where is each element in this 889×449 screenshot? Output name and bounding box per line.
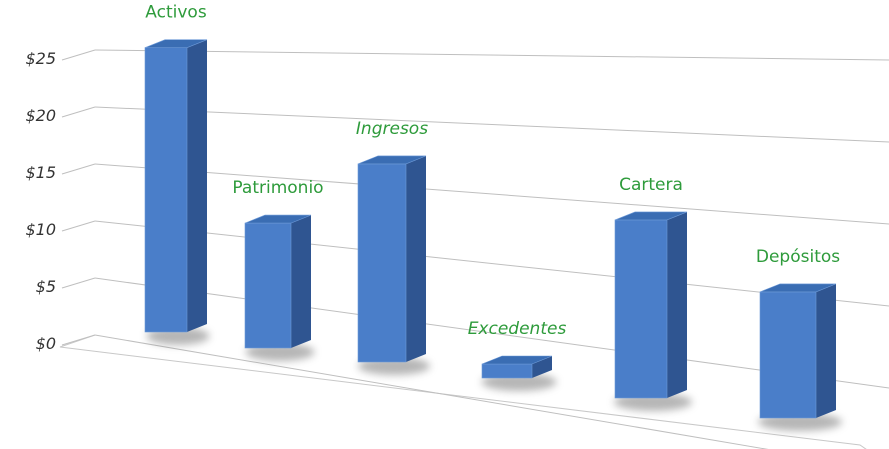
bar-top: [357, 155, 427, 165]
gridline-left-15: [61, 163, 96, 175]
y-tick-label: $15: [25, 163, 56, 182]
y-tick-label: $10: [25, 220, 56, 239]
bar-side: [187, 39, 207, 332]
gridline-left-25: [61, 49, 96, 61]
y-tick-label: $20: [25, 106, 56, 125]
gridline-10: [94, 220, 889, 307]
category-labels: Activos Patrimonio Ingresos Excedentes Carte…: [145, 3, 840, 339]
bar-top: [759, 283, 837, 293]
bar-side: [532, 356, 552, 378]
category-label-patrimonio: Patrimonio: [232, 178, 323, 198]
bar-cartera: [614, 211, 692, 411]
gridline-left-10: [61, 220, 96, 232]
bar-side: [816, 283, 836, 418]
bar-excedentes: [481, 355, 557, 391]
bar-front: [357, 163, 407, 363]
bar-top: [614, 211, 688, 221]
bar-top: [481, 355, 553, 365]
chart-floor: [59, 334, 867, 449]
bars: [144, 39, 842, 431]
bar-front: [614, 219, 668, 399]
gridline-left-20: [61, 106, 96, 118]
category-label-depositos: Depósitos: [756, 247, 840, 267]
bar-side: [406, 155, 426, 362]
bar-front: [759, 291, 817, 419]
bar-top: [244, 214, 312, 224]
y-tick-label: $25: [25, 49, 56, 68]
category-label-ingresos: Ingresos: [356, 119, 428, 139]
bar-activos: [144, 39, 210, 345]
category-label-activos: Activos: [145, 3, 207, 23]
bar-patrimonio: [244, 214, 315, 361]
gridline-15: [94, 163, 889, 225]
category-label-excedentes: Excedentes: [468, 319, 567, 339]
gridline-5: [94, 277, 889, 389]
floor-outline: [59, 334, 867, 449]
gridlines: [61, 49, 889, 449]
bar-front: [144, 47, 188, 333]
bar-front: [244, 222, 292, 349]
gridline-left-5: [61, 277, 96, 289]
bar-side: [667, 211, 687, 398]
y-tick-label: $0: [36, 334, 56, 353]
bar-ingresos: [357, 155, 430, 375]
gridline-0: [94, 334, 769, 449]
gridline-25: [94, 49, 889, 61]
bar-front: [481, 363, 533, 379]
y-axis-ticks: $0 $5 $10 $15 $20 $25: [25, 49, 56, 353]
bar-depositos: [758, 283, 842, 431]
y-tick-label: $5: [36, 277, 56, 296]
bar-top: [144, 39, 208, 48]
gridline-left-0: [61, 334, 96, 346]
gridline-20: [94, 106, 889, 143]
category-label-cartera: Cartera: [619, 175, 683, 195]
bar-side: [291, 215, 311, 348]
